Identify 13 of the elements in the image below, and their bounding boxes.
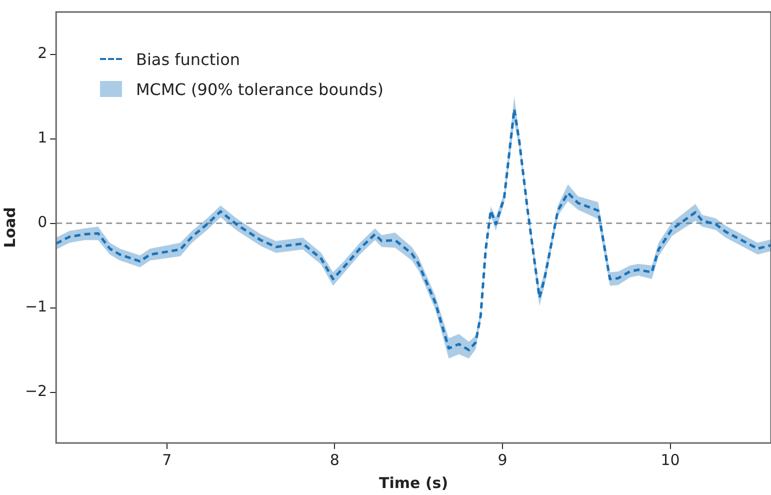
legend-label: Bias function bbox=[136, 50, 240, 68]
x-tick-label: 7 bbox=[162, 450, 172, 469]
x-tick-label: 8 bbox=[330, 450, 340, 469]
y-tick-label: 2 bbox=[38, 44, 48, 62]
y-tick-label: −2 bbox=[24, 382, 48, 400]
annotation: MCMC (90% tolerance bounds) bbox=[136, 80, 384, 98]
x-axis-title: Time (s) bbox=[379, 474, 448, 492]
y-tick-label: 0 bbox=[38, 213, 48, 232]
y-tick-label: −1 bbox=[24, 298, 48, 316]
y-tick-label: 1 bbox=[38, 128, 48, 147]
y-axis-title: Load bbox=[0, 207, 19, 248]
x-tick-label: 10 bbox=[660, 450, 680, 469]
x-tick-label: 9 bbox=[498, 450, 508, 469]
